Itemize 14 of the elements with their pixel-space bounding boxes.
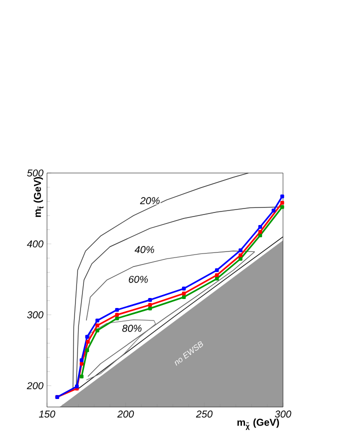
x-tick-label: 150 xyxy=(38,410,56,418)
y-tick-label: 300 xyxy=(27,311,44,318)
annotation: 20% xyxy=(140,197,160,204)
annotation: 60% xyxy=(128,276,148,283)
annotation: 80% xyxy=(122,324,142,332)
x-axis-title: m$_{χ̃}$ (GeV) xyxy=(237,418,279,430)
annotation: 40% xyxy=(134,246,154,254)
x-tick-label: 300 xyxy=(274,410,292,418)
x-tick-label: 200 xyxy=(117,410,134,418)
x-tick-label: 250 xyxy=(196,410,213,418)
y-tick-label: 400 xyxy=(26,240,44,248)
y-tick-label: 500 xyxy=(27,169,44,177)
y-tick-label: 200 xyxy=(26,382,44,390)
y-axis-title: m$_{t̃}$ (GeV) xyxy=(34,177,44,217)
